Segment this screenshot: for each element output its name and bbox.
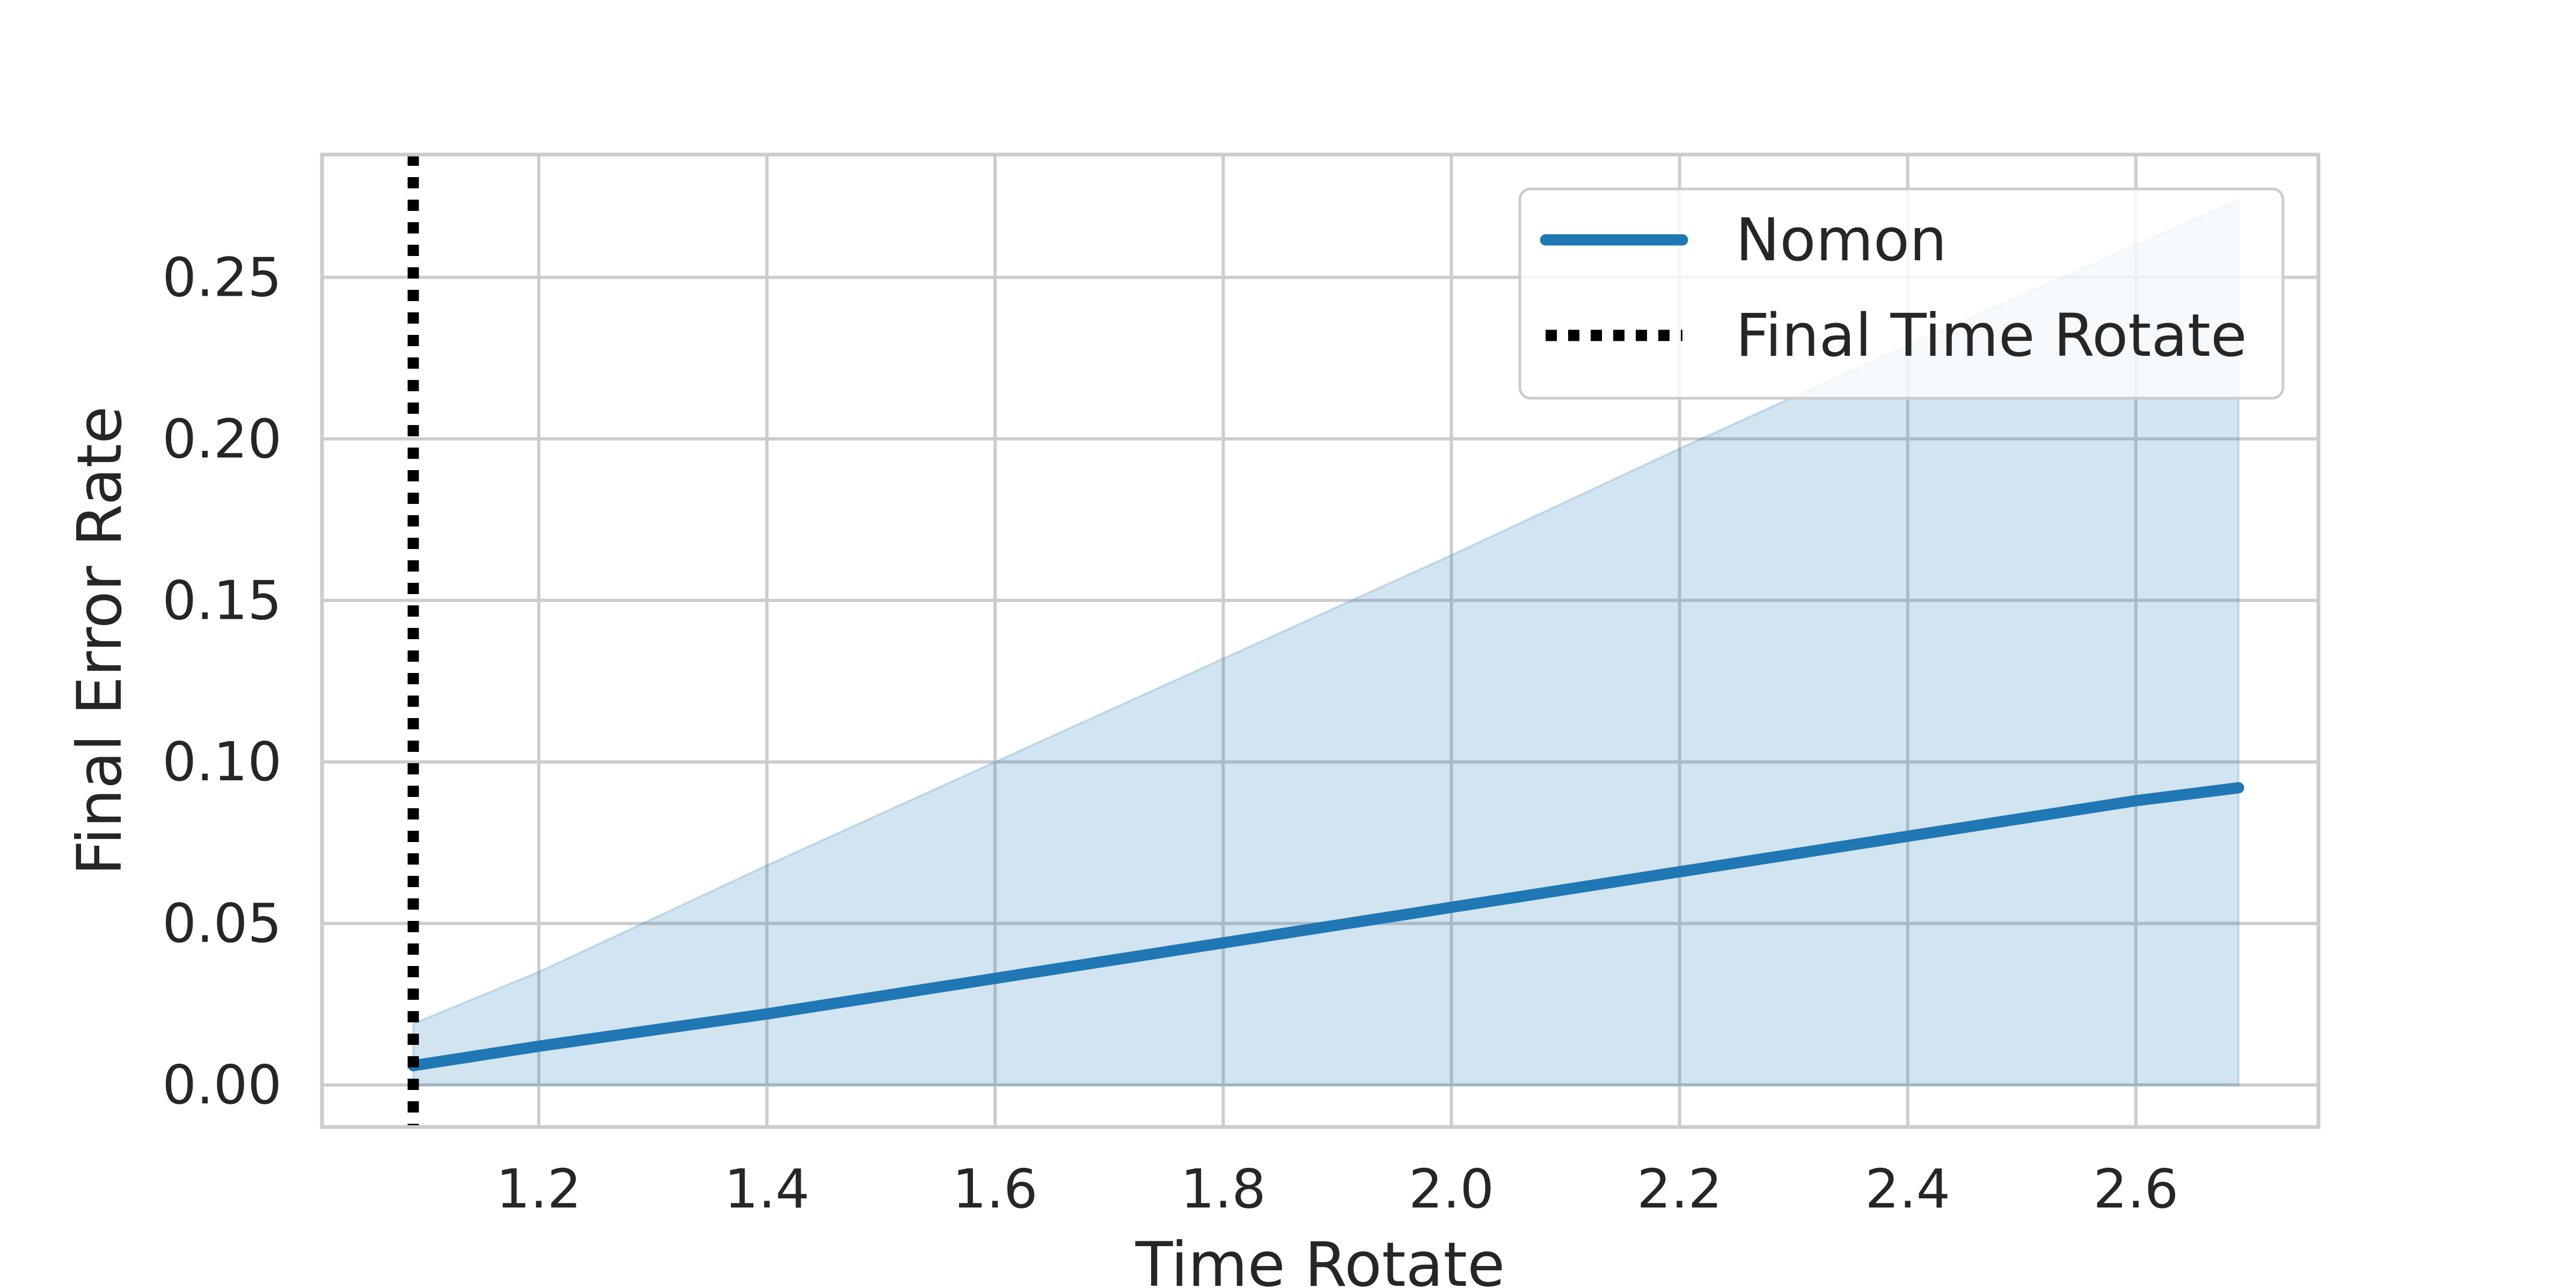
- legend-nomon-label: Nomon: [1736, 206, 1947, 274]
- y-tick-label: 0.25: [162, 246, 282, 309]
- x-tick-label: 2.0: [1409, 1158, 1494, 1220]
- x-tick-label: 2.4: [1865, 1158, 1950, 1220]
- x-tick-labels: 1.2 1.4 1.6 1.8 2.0 2.2 2.4 2.6: [496, 1158, 2178, 1220]
- x-tick-label: 1.8: [1181, 1158, 1266, 1220]
- x-tick-label: 2.6: [2093, 1158, 2178, 1220]
- legend-box: [1518, 187, 2285, 400]
- y-tick-label: 0.20: [162, 407, 282, 470]
- confidence-bands: [412, 198, 2240, 1086]
- series-line: [407, 782, 2244, 1072]
- x-tick-label: 1.6: [953, 1158, 1038, 1220]
- confidence-band: [412, 198, 2240, 1086]
- series-lines: [407, 782, 2244, 1072]
- legend-final-time-rotate-label: Final Time Rotate: [1736, 301, 2247, 370]
- y-tick-label: 0.05: [162, 892, 282, 955]
- y-tick-label: 0.10: [162, 730, 282, 793]
- y-tick-label: 0.00: [162, 1053, 282, 1116]
- x-tick-label: 1.4: [724, 1158, 810, 1220]
- y-tick-label: 0.15: [162, 569, 282, 632]
- legend: Nomon Final Time Rotate: [1518, 187, 2285, 400]
- y-tick-labels: 0.00 0.05 0.10 0.15 0.20 0.25: [162, 246, 282, 1116]
- plot-frame: [320, 152, 2321, 1129]
- x-axis-label: Time Rotate: [1135, 1229, 1505, 1288]
- y-axis-label: Final Error Rate: [64, 406, 135, 875]
- x-tick-label: 2.2: [1637, 1158, 1722, 1220]
- x-tick-label: 1.2: [496, 1158, 581, 1220]
